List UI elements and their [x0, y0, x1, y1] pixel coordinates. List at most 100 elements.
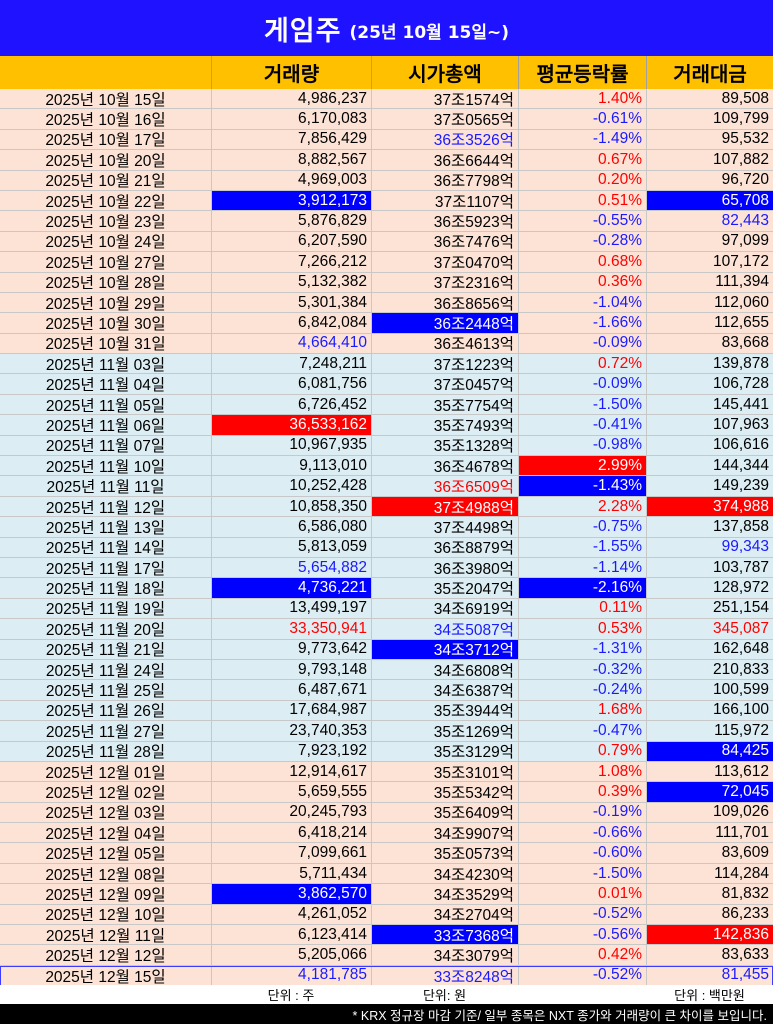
cell-date: 2025년 10월 31일 [45, 336, 166, 354]
table-row: 2025년 11월 25일 6,487,671 34조6387억 -0.24% 100,… [0, 680, 773, 701]
cell-volume: 9,113,010 [211, 456, 371, 476]
table-row: 2025년 11월 07일 10,967,935 35조1328억 -0.98% 106… [0, 435, 773, 457]
cell-avg-change: 0.20% [518, 170, 646, 190]
cell-volume: 10,252,428 [211, 476, 371, 496]
cell-trade-value: 139,878 [646, 354, 773, 374]
cell-volume: 5,132,382 [211, 272, 371, 292]
cell-volume: 7,099,661 [211, 843, 371, 863]
header-date [0, 56, 211, 89]
cell-volume: 8,882,567 [211, 150, 371, 170]
table-row: 2025년 10월 30일 6,842,084 36조2448억 -1.66% 112,… [0, 313, 773, 334]
cell-trade-value: 99,343 [646, 537, 773, 557]
cell-market-cap: 34조6919억 [371, 598, 518, 619]
cell-date: 2025년 11월 27일 [45, 723, 166, 741]
cell-market-cap: 34조9907억 [371, 823, 518, 843]
cell-trade-value: 109,799 [646, 109, 773, 129]
cell-trade-value: 166,100 [646, 700, 773, 721]
cell-date: 2025년 11월 21일 [45, 642, 166, 659]
cell-avg-change: -1.66% [518, 313, 646, 333]
cell-date: 2025년 10월 15일 [45, 91, 166, 109]
cell-avg-change: -1.31% [518, 639, 646, 659]
table-row: 2025년 11월 17일 5,654,882 36조3980억 -1.14% 103,… [0, 557, 773, 579]
cell-market-cap: 35조2047억 [371, 578, 518, 598]
table-row: 2025년 11월 03일 7,248,211 37조1223억 0.72% 139,8… [0, 354, 773, 375]
table-row: 2025년 11월 19일 13,499,197 34조6919억 0.11% 251,… [0, 598, 773, 620]
cell-trade-value: 114,284 [646, 863, 773, 884]
unit-trade-value: 단위 : 백만원 [674, 988, 745, 1003]
cell-market-cap: 36조2448억 [371, 313, 518, 333]
cell-volume: 4,261,052 [211, 904, 371, 925]
cell-trade-value: 112,060 [646, 292, 773, 313]
cell-date: 2025년 11월 05일 [45, 397, 166, 415]
table-row: 2025년 10월 23일 5,876,829 36조5923억 -0.55% 82,4… [0, 211, 773, 232]
cell-avg-change: -1.55% [518, 537, 646, 557]
cell-avg-change: -0.32% [518, 659, 646, 680]
cell-date: 2025년 10월 29일 [45, 295, 166, 313]
table-row: 2025년 10월 16일 6,170,083 37조0565억 -0.61% 109,… [0, 109, 773, 130]
cell-market-cap: 36조5923억 [371, 211, 518, 231]
cell-trade-value: 84,425 [646, 741, 773, 761]
cell-market-cap: 37조0457억 [371, 374, 518, 394]
cell-avg-change: -2.16% [518, 578, 646, 598]
cell-market-cap: 36조7476억 [371, 231, 518, 252]
table-row: 2025년 12월 08일 5,711,434 34조4230억 -1.50% 114,… [0, 863, 773, 885]
cell-date: 2025년 12월 03일 [45, 805, 166, 823]
table-row: 2025년 12월 15일 4,181,785 33조8248억 -0.52% 81,4… [0, 965, 773, 987]
cell-trade-value: 107,882 [646, 150, 773, 170]
cell-trade-value: 96,720 [646, 170, 773, 190]
table-row: 2025년 10월 20일 8,882,567 36조6644억 0.67% 107,8… [0, 150, 773, 171]
cell-trade-value: 109,026 [646, 802, 773, 823]
cell-date: 2025년 12월 04일 [45, 825, 166, 843]
cell-market-cap: 35조7754억 [371, 394, 518, 415]
cell-avg-change: 0.39% [518, 782, 646, 802]
cell-market-cap: 37조0565억 [371, 109, 518, 129]
cell-date: 2025년 11월 20일 [45, 621, 166, 639]
cell-trade-value: 210,833 [646, 659, 773, 680]
cell-trade-value: 128,972 [646, 578, 773, 598]
table-row: 2025년 11월 06일 36,533,162 35조7493억 -0.41% 107… [0, 415, 773, 436]
units-row: 단위 : 주 단위: 원 단위 : 백만원 [0, 985, 773, 1004]
cell-market-cap: 36조3980억 [371, 557, 518, 578]
cell-volume: 36,533,162 [211, 415, 371, 435]
cell-market-cap: 35조3129억 [371, 741, 518, 761]
cell-volume: 6,586,080 [211, 517, 371, 537]
cell-avg-change: -1.04% [518, 292, 646, 313]
cell-market-cap: 34조4230억 [371, 863, 518, 884]
cell-volume: 4,664,410 [211, 333, 371, 354]
cell-date: 2025년 10월 22일 [45, 193, 166, 211]
cell-avg-change: -1.50% [518, 863, 646, 884]
cell-date: 2025년 10월 24일 [45, 234, 166, 252]
cell-volume: 7,923,192 [211, 741, 371, 761]
cell-market-cap: 34조3529억 [371, 884, 518, 904]
table-row: 2025년 12월 04일 6,418,214 34조9907억 -0.66% 111,… [0, 823, 773, 844]
cell-trade-value: 137,858 [646, 517, 773, 537]
cell-date: 2025년 11월 19일 [45, 601, 166, 619]
cell-trade-value: 86,233 [646, 904, 773, 925]
cell-market-cap: 33조8248억 [371, 965, 518, 986]
cell-trade-value: 145,441 [646, 394, 773, 415]
unit-volume: 단위 : 주 [267, 988, 315, 1003]
cell-volume: 6,123,414 [211, 925, 371, 945]
table-row: 2025년 10월 15일 4,986,237 37조1574억 1.40% 89,50… [0, 89, 773, 110]
cell-volume: 5,654,882 [211, 557, 371, 578]
cell-volume: 7,266,212 [211, 252, 371, 272]
cell-volume: 5,813,059 [211, 537, 371, 557]
cell-date: 2025년 11월 26일 [45, 703, 166, 721]
table-row: 2025년 11월 05일 6,726,452 35조7754억 -1.50% 145,… [0, 394, 773, 416]
cell-volume: 12,914,617 [211, 761, 371, 782]
cell-trade-value: 83,633 [646, 945, 773, 965]
cell-date: 2025년 11월 24일 [45, 662, 166, 680]
table-row: 2025년 12월 01일 12,914,617 35조3101억 1.08% 113,… [0, 761, 773, 783]
table-row: 2025년 11월 26일 17,684,987 35조3944억 1.68% 166,… [0, 700, 773, 722]
cell-trade-value: 112,655 [646, 313, 773, 333]
cell-trade-value: 142,836 [646, 925, 773, 945]
cell-volume: 17,684,987 [211, 700, 371, 721]
cell-volume: 20,245,793 [211, 802, 371, 823]
cell-date: 2025년 11월 07일 [45, 438, 166, 456]
cell-market-cap: 35조5342억 [371, 782, 518, 802]
cell-market-cap: 37조0470억 [371, 252, 518, 272]
cell-volume: 10,858,350 [211, 496, 371, 517]
cell-avg-change: -0.66% [518, 823, 646, 843]
table-row: 2025년 12월 11일 6,123,414 33조7368억 -0.56% 142,… [0, 925, 773, 946]
cell-trade-value: 95,532 [646, 129, 773, 150]
